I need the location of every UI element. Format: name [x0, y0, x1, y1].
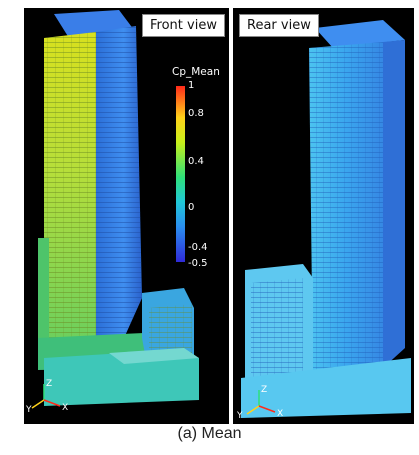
colorbar-tick: 1 — [188, 80, 195, 91]
rear-tower-side — [383, 40, 405, 368]
panel-divider — [229, 8, 233, 424]
front-view-panel: Z Y X Front view Cp_Mean 1 0.8 0.4 0 -0.… — [24, 8, 229, 424]
figure-caption: (a) Mean — [177, 425, 242, 442]
axis-triad-icon: Z Y X — [25, 379, 68, 415]
colorbar-title: Cp_Mean — [172, 66, 220, 78]
rear-view-label: Rear view — [239, 14, 319, 37]
colorbar-tick: 0 — [188, 202, 195, 213]
axis-z-label: Z — [46, 379, 52, 389]
colorbar-tick: 0.8 — [188, 108, 204, 119]
colorbar-tick: 0.4 — [188, 156, 204, 167]
front-view-label: Front view — [142, 14, 225, 37]
rear-tower-crown — [315, 20, 405, 48]
colorbar-tick: -0.4 — [188, 242, 208, 253]
axis-x-label: X — [277, 409, 283, 419]
colorbar: Cp_Mean 1 0.8 0.4 0 -0.4 -0.5 — [164, 60, 226, 292]
rear-view-panel: Z Y X Rear view — [233, 8, 414, 424]
rear-building-render: Z Y X — [236, 20, 411, 421]
axis-y-label: Y — [25, 405, 32, 415]
axis-x-label: X — [62, 403, 68, 413]
axis-triad-icon-rear: Z Y X — [236, 385, 283, 421]
front-building-render: Z Y X — [25, 10, 199, 415]
axis-z-label: Z — [261, 385, 267, 395]
rear-podium-base — [241, 358, 411, 418]
axis-y-label: Y — [236, 411, 243, 421]
colorbar-gradient — [176, 86, 185, 262]
podium-base — [44, 353, 199, 406]
colorbar-tick: -0.5 — [188, 258, 208, 269]
